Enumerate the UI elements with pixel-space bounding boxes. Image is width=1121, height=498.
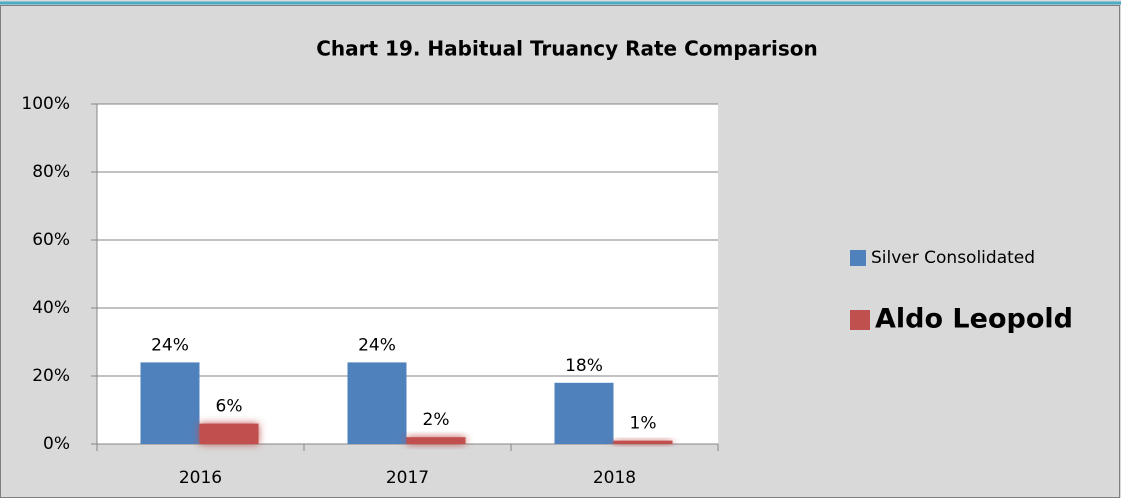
- x-tick-label: 2017: [386, 468, 429, 488]
- bar: [406, 437, 466, 444]
- y-tick-label: 60%: [32, 230, 70, 250]
- y-tick-label: 100%: [21, 94, 70, 114]
- legend-swatch: [850, 310, 870, 330]
- y-tick-label: 80%: [32, 162, 70, 182]
- legend-label: Aldo Leopold: [875, 304, 1073, 335]
- x-tick-label: 2016: [179, 468, 222, 488]
- bar: [199, 423, 259, 444]
- x-tick-label: 2018: [593, 468, 636, 488]
- legend-label: Silver Consolidated: [871, 248, 1035, 268]
- bar: [140, 362, 200, 444]
- bar: [554, 382, 614, 444]
- plot-layer: 0% 20% 40% 60% 80% 100% 2016 24% 6% 2017 24% 2% 2018…: [21, 94, 1073, 488]
- value-label: 24%: [151, 335, 189, 355]
- plot-area: [97, 104, 718, 444]
- y-tick-label: 40%: [32, 298, 70, 318]
- chart-title: Chart 19. Habitual Truancy Rate Comparis…: [316, 37, 818, 61]
- bar: [613, 440, 673, 444]
- bar: [347, 362, 407, 444]
- legend-swatch: [850, 250, 866, 266]
- value-label: 1%: [630, 414, 657, 434]
- value-label: 2%: [423, 410, 450, 430]
- value-label: 18%: [565, 356, 603, 376]
- value-label: 24%: [358, 335, 396, 355]
- value-label: 6%: [216, 397, 243, 417]
- y-tick-label: 0%: [43, 434, 70, 454]
- y-tick-label: 20%: [32, 366, 70, 386]
